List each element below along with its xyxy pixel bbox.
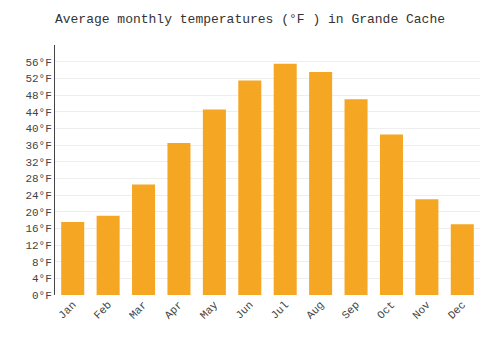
svg-text:16°F: 16°F	[25, 223, 51, 235]
svg-text:52°F: 52°F	[25, 73, 51, 85]
svg-text:Mar: Mar	[127, 299, 149, 321]
svg-text:Nov: Nov	[410, 299, 433, 322]
svg-text:40°F: 40°F	[25, 123, 51, 135]
svg-text:Jun: Jun	[233, 299, 255, 321]
svg-text:4°F: 4°F	[32, 273, 52, 285]
svg-text:8°F: 8°F	[32, 257, 52, 269]
svg-text:56°F: 56°F	[25, 57, 51, 69]
svg-text:Sep: Sep	[340, 299, 362, 321]
svg-text:May: May	[198, 299, 221, 322]
svg-text:12°F: 12°F	[25, 240, 51, 252]
svg-text:Aug: Aug	[304, 299, 326, 321]
svg-text:Feb: Feb	[92, 299, 114, 321]
svg-text:20°F: 20°F	[25, 207, 51, 219]
svg-text:Jan: Jan	[56, 299, 78, 321]
svg-text:Apr: Apr	[162, 299, 184, 321]
svg-text:Dec: Dec	[446, 299, 468, 321]
svg-text:24°F: 24°F	[25, 190, 51, 202]
svg-text:Average monthly temperatures (: Average monthly temperatures (°F ) in Gr…	[55, 12, 445, 27]
svg-text:0°F: 0°F	[32, 290, 52, 302]
svg-text:36°F: 36°F	[25, 140, 51, 152]
svg-text:Jul: Jul	[269, 299, 291, 321]
svg-text:Oct: Oct	[375, 299, 397, 321]
svg-text:44°F: 44°F	[25, 107, 51, 119]
svg-text:32°F: 32°F	[25, 157, 51, 169]
svg-text:48°F: 48°F	[25, 90, 51, 102]
svg-text:28°F: 28°F	[25, 173, 51, 185]
